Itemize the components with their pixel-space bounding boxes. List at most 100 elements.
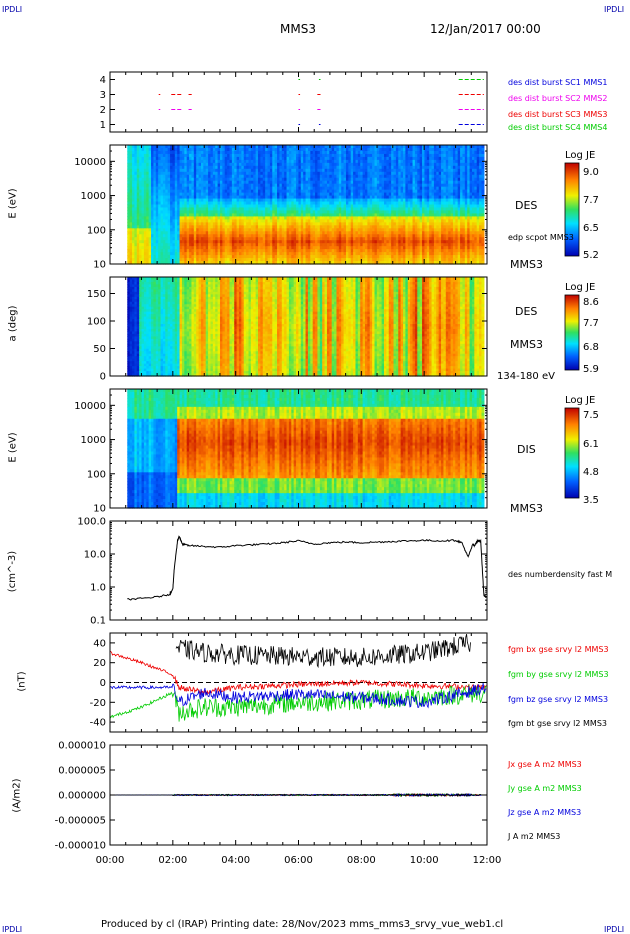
des-energy-cell [172, 180, 176, 185]
des-energy-cell [129, 165, 133, 170]
des-energy-cell [139, 237, 143, 241]
des-energy-cell [129, 249, 133, 253]
des-energy-cell [134, 165, 138, 170]
des-energy-cell [134, 189, 138, 194]
des-energy-cell [162, 243, 166, 247]
des-energy-cell [212, 192, 216, 197]
des-energy-cell [146, 150, 150, 155]
des-energy-cell [167, 228, 171, 232]
des-energy-cell [141, 246, 145, 250]
des-energy-cell [136, 189, 140, 194]
des-energy-cell [200, 189, 204, 194]
des-energy-cell [129, 183, 133, 188]
des-energy-cell [184, 222, 188, 226]
des-energy-cell [172, 228, 176, 232]
des-energy-cell [208, 159, 212, 164]
des-energy-cell [136, 222, 140, 226]
des-energy-cell [158, 201, 162, 206]
des-energy-cell [205, 261, 209, 265]
des-energy-cell [141, 192, 145, 197]
des-energy-cell [165, 204, 169, 209]
des-energy-cell [186, 183, 190, 188]
des-energy-cell [148, 165, 152, 170]
des-energy-cell [186, 234, 190, 238]
des-energy-cell [203, 171, 207, 176]
des-energy-cell [148, 145, 152, 149]
des-energy-cell [186, 150, 190, 155]
des-energy-cell [186, 255, 190, 259]
des-energy-cell [181, 237, 185, 241]
des-energy-cell [172, 186, 176, 191]
des-energy-cell [160, 225, 164, 229]
des-energy-cell [177, 177, 181, 182]
des-energy-cell [210, 153, 214, 158]
des-energy-cell [170, 255, 174, 259]
des-energy-cell [132, 198, 136, 203]
des-energy-cell [196, 207, 200, 212]
des-energy-cell [170, 153, 174, 158]
des-energy-cell [146, 198, 150, 203]
des-energy-cell [217, 252, 221, 256]
des-energy-cell [184, 168, 188, 173]
des-energy-cell [181, 216, 185, 220]
des-energy-cell [155, 222, 159, 226]
des-energy-cell [148, 180, 152, 185]
des-energy-cell [189, 243, 193, 247]
des-energy-cell [205, 249, 209, 253]
des-energy-cell [160, 195, 164, 200]
des-energy-cell [134, 231, 138, 235]
des-energy-cell [146, 231, 150, 235]
des-energy-cell [200, 174, 204, 179]
des-energy-cell [184, 162, 188, 167]
des-energy-cell [172, 147, 176, 152]
des-energy-cell [217, 210, 221, 215]
des-energy-cell [189, 228, 193, 232]
des-energy-cell [184, 201, 188, 206]
des-energy-cell [151, 147, 155, 152]
des-energy-cell [219, 168, 223, 173]
des-energy-cell [146, 216, 150, 220]
des-energy-cell [143, 240, 147, 244]
des-energy-cell [153, 186, 157, 191]
des-energy-cell [219, 145, 223, 149]
des-energy-cell [129, 147, 133, 152]
des-energy-cell [134, 153, 138, 158]
des-energy-cell [129, 201, 133, 206]
des-energy-cell [139, 195, 143, 200]
des-energy-cell [189, 258, 193, 262]
des-energy-cell [210, 243, 214, 247]
des-energy-cell [134, 183, 138, 188]
des-energy-cell [217, 150, 221, 155]
des-energy-cell [196, 165, 200, 170]
des-energy-cell [136, 192, 140, 197]
des-energy-cell [132, 231, 136, 235]
des-energy-cell [148, 150, 152, 155]
des-energy-cell [167, 255, 171, 259]
des-energy-cell [153, 258, 157, 262]
des-energy-cell [134, 261, 138, 265]
des-energy-cell [153, 174, 157, 179]
des-energy-cell [189, 171, 193, 176]
des-energy-cell [196, 147, 200, 152]
des-energy-cell [208, 207, 212, 212]
des-energy-cell [184, 258, 188, 262]
des-energy-cell [160, 222, 164, 226]
des-energy-cell [165, 243, 169, 247]
des-energy-cell [215, 228, 219, 232]
des-energy-cell [146, 183, 150, 188]
des-energy-cell [205, 213, 209, 218]
des-energy-cell [167, 150, 171, 155]
des-energy-cell [191, 252, 195, 256]
des-energy-cell [148, 234, 152, 238]
des-energy-cell [174, 153, 178, 158]
des-energy-cell [139, 204, 143, 209]
des-energy-cell [205, 177, 209, 182]
des-energy-cell [139, 252, 143, 256]
des-energy-cell [189, 222, 193, 226]
des-energy-cell [160, 162, 164, 167]
des-energy-cell [165, 162, 169, 167]
des-energy-cell [165, 156, 169, 161]
des-energy-cell [132, 177, 136, 182]
des-energy-cell [205, 183, 209, 188]
des-energy-cell [196, 183, 200, 188]
